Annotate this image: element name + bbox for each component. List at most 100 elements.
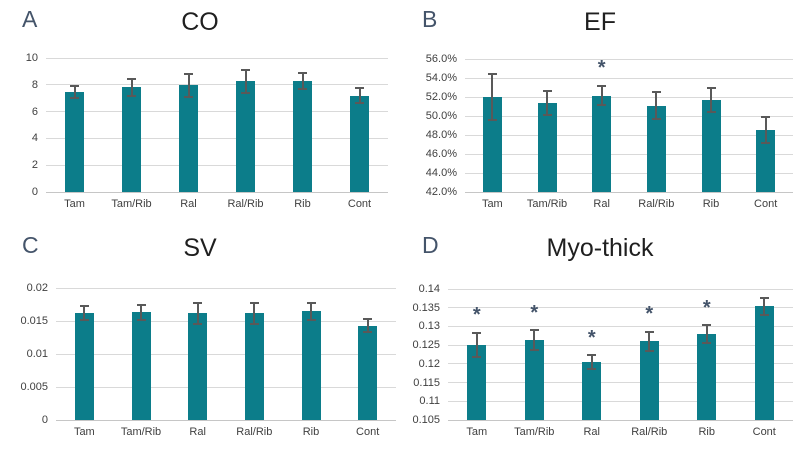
error-bar-cap-top [193,301,203,304]
error-bar-cap-top [298,71,307,74]
bar-rib [293,80,312,192]
error-bar-cap-bottom [644,350,654,353]
error-bar-cap-top [184,73,193,76]
bar-rib [697,333,717,420]
chart-title-myo-thick: Myo-thick [546,234,654,262]
error-bar-tam [83,306,86,320]
panel-c-sv: C SV 0 0.005 0.01 0.015 0.02 Tam Tam/Rib Ral Ral… [0,226,400,452]
bar-rib [701,99,721,192]
gridline [465,58,793,60]
y-axis-tick-label: 10 [25,52,38,64]
error-bar-cap-bottom [759,313,769,316]
significance-asterisk-ral: * [587,326,596,349]
error-bar-rib [301,72,304,89]
error-bar-cap-top [136,303,146,306]
x-axis-label-ral: Ral [180,198,197,210]
error-bar-cap-top [472,331,482,334]
x-axis-label-tam: Tam [481,198,503,210]
error-bar-cap-bottom [136,319,146,322]
bar-ral-rib [646,105,666,192]
chart-title-sv: SV [183,234,217,262]
y-axis-tick-label: 0.015 [20,315,48,327]
bar-tam [467,345,487,420]
error-bar-cap-top [355,87,364,90]
gridline [448,344,793,346]
error-bar-cap-bottom [587,367,597,370]
y-axis-tick-label: 6 [31,105,38,118]
error-bar-ral [600,86,603,106]
gridline [448,382,793,384]
error-bar-cap-top [79,305,89,308]
gridline [56,353,396,355]
bar-cont [754,306,774,420]
bar-ral [582,361,602,420]
error-bar-cap-bottom [193,322,203,325]
bar-ral-rib [244,313,264,420]
panel-d-myo-thick: D Myo-thick 0.105 0.11 0.115 0.12 0.125 0.13 0… [400,226,800,452]
gridline [46,137,388,139]
x-axis-label-ral-rib: Ral/Rib [631,426,668,438]
x-axis-label-tam-rib: Tam/Rib [120,426,162,438]
y-axis-tick-label: 0.005 [20,381,48,393]
bar-cont [350,95,369,192]
error-bar-tam [491,74,494,120]
error-bar-cap-top [761,115,771,118]
x-axis-label-cont: Cont [752,426,776,438]
error-bar-cap-top [597,85,607,88]
y-axis-tick-label: 0.14 [418,283,440,295]
error-bar-cap-bottom [651,117,661,120]
bar-tam [65,92,84,192]
panel-b-ef: B EF 42.0% 44.0% 46.0% 48.0% 50.0% 52.0% 54.0%… [400,0,800,226]
significance-asterisk-rib: * [702,296,711,319]
error-bar-cap-bottom [487,118,497,121]
gridline [46,164,388,166]
y-axis-tick-label: 50.0% [425,110,457,122]
x-axis-label-rib: Rib [702,198,720,210]
x-axis-label-tam: Tam [64,198,85,210]
gridline [56,287,396,289]
error-bar-cap-top [706,86,716,89]
significance-asterisk-ral-rib: * [645,303,654,326]
error-bar-cap-top [759,296,769,299]
chart-title-ef: EF [584,8,616,36]
bar-tam [482,97,502,192]
gridline [448,400,793,402]
y-axis-tick-label: 4 [31,132,38,145]
gridline [448,363,793,365]
error-bar-cap-bottom [761,141,771,144]
error-bar-cap-top [651,91,661,94]
gridline [56,419,396,421]
error-bar-cap-bottom [597,104,607,107]
plot-area-ef: 42.0% 44.0% 46.0% 48.0% 50.0% 52.0% 54.0% 56.0%… [400,0,800,226]
error-bar-cap-top [363,318,373,321]
gridline [465,172,793,174]
error-bar-cap-top [306,301,316,304]
y-axis-tick-label: 2 [31,159,38,172]
error-bar-cap-bottom [298,87,307,90]
significance-asterisk-tam-rib: * [530,301,539,324]
error-bar-tam [73,86,76,99]
y-axis-tick-label: 0.01 [26,348,48,360]
x-axis-label-ral: Ral [583,426,600,438]
bar-ral-rib [236,81,255,192]
y-axis-tick-label: 42.0% [425,186,457,198]
bar-tam-rib [131,312,151,420]
y-axis-tick-label: 0.135 [412,301,440,314]
x-axis-label-cont: Cont [356,426,380,438]
bar-tam-rib [524,340,544,420]
error-bar-cap-top [644,330,654,333]
error-bar-cap-top [702,324,712,327]
y-axis-tick-label: 0.105 [412,414,440,426]
gridline [465,96,793,98]
bar-cont [358,325,378,420]
y-axis-tick-label: 0.12 [418,357,440,370]
error-bar-cap-top [70,85,79,88]
y-axis-tick-label: 54.0% [425,72,457,84]
gridline [46,111,388,113]
error-bar-cap-bottom [706,110,716,113]
error-bar-tam-rib [546,91,548,116]
significance-asterisk-ral: * [597,57,606,80]
y-axis-tick-label: 0.11 [419,395,440,408]
gridline [448,288,793,290]
